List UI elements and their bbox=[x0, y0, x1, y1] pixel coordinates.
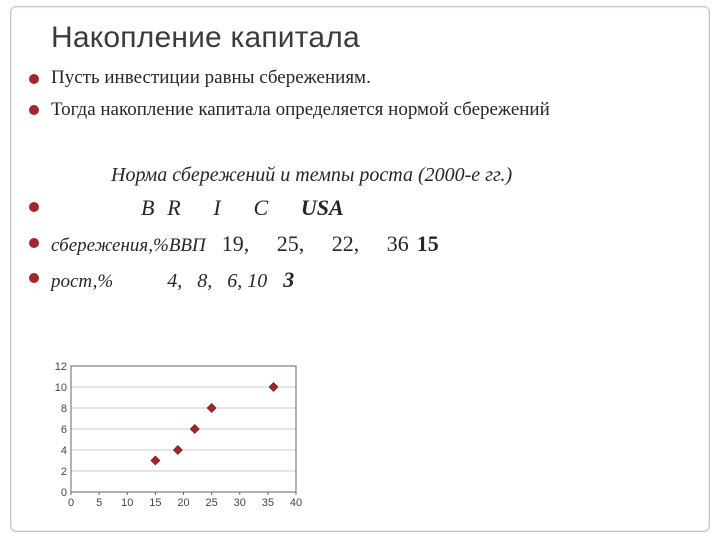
savings-last: 15 bbox=[417, 229, 439, 259]
savings-label: сбережения,%ВВП bbox=[51, 233, 206, 259]
page-title: Накопление капитала bbox=[51, 21, 687, 55]
svg-text:40: 40 bbox=[290, 497, 302, 509]
svg-text:20: 20 bbox=[177, 497, 189, 509]
svg-text:35: 35 bbox=[262, 497, 274, 509]
svg-text:10: 10 bbox=[121, 497, 133, 509]
savings-row: сбережения,%ВВП 19, 25, 22, 36 15 bbox=[51, 229, 687, 259]
country-c: C bbox=[253, 193, 268, 223]
svg-text:25: 25 bbox=[206, 497, 218, 509]
growth-label: рост,% bbox=[51, 269, 113, 295]
growth-last: 3 bbox=[283, 265, 294, 295]
data-block: Норма сбережений и темпы роста (2000-е г… bbox=[51, 164, 687, 294]
svg-text:0: 0 bbox=[68, 497, 74, 509]
subtitle: Норма сбережений и темпы роста (2000-е г… bbox=[111, 164, 687, 187]
growth-row: рост,% 4, 8, 6, 10 3 bbox=[51, 265, 687, 295]
data-list: B R I C USA сбережения,%ВВП 19, 25, 22, … bbox=[51, 193, 687, 294]
svg-text:30: 30 bbox=[234, 497, 246, 509]
country-usa: USA bbox=[301, 193, 344, 223]
country-b: B bbox=[141, 193, 154, 223]
svg-text:10: 10 bbox=[55, 382, 67, 394]
countries-row: B R I C USA bbox=[51, 193, 687, 223]
svg-text:2: 2 bbox=[61, 466, 67, 478]
svg-text:5: 5 bbox=[96, 497, 102, 509]
svg-text:4: 4 bbox=[61, 445, 67, 457]
scatter-chart: 0 2 4 6 8 10 12 0 5 10 15 20 25 30 35 40 bbox=[43, 360, 303, 515]
bullet-item: Тогда накопление капитала определяется н… bbox=[51, 97, 687, 123]
svg-text:12: 12 bbox=[55, 361, 67, 373]
svg-text:15: 15 bbox=[149, 497, 161, 509]
svg-text:8: 8 bbox=[61, 403, 67, 415]
country-r: R bbox=[167, 193, 180, 223]
bullet-list: Пусть инвестиции равны сбережениям. Тогд… bbox=[51, 65, 687, 122]
growth-values: 4, 8, 6, 10 bbox=[167, 268, 267, 295]
country-i: I bbox=[213, 193, 220, 223]
bullet-item: Пусть инвестиции равны сбережениям. bbox=[51, 65, 687, 91]
svg-text:0: 0 bbox=[61, 487, 67, 499]
savings-values: 19, 25, 22, 36 bbox=[222, 229, 409, 259]
slide: Накопление капитала Пусть инвестиции рав… bbox=[10, 6, 710, 532]
svg-text:6: 6 bbox=[61, 424, 67, 436]
